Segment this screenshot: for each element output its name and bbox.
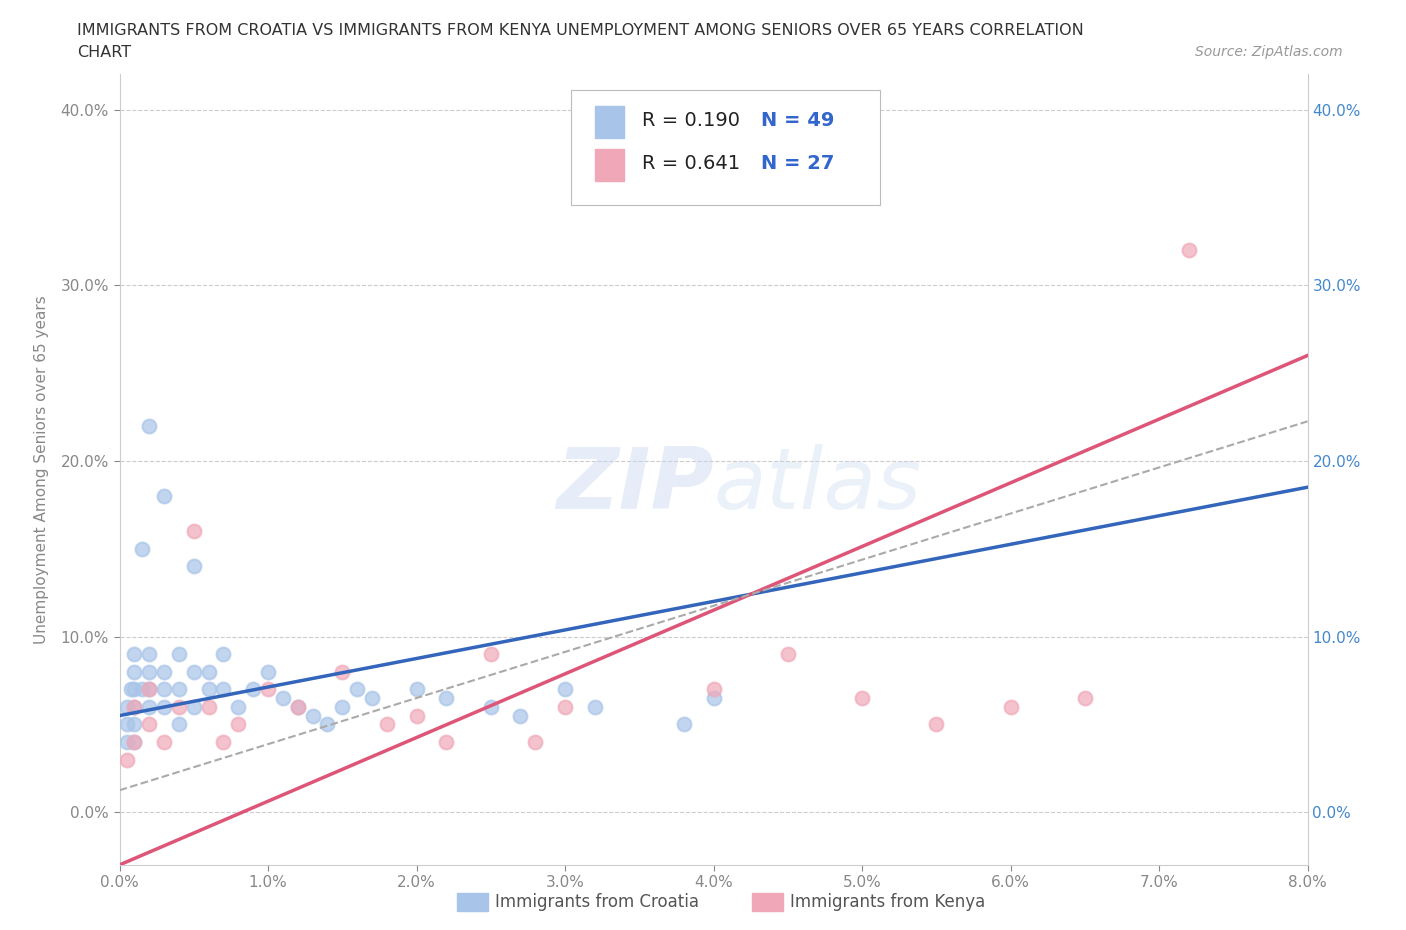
Point [167,646,190,661]
Text: N = 27: N = 27 [761,154,834,173]
Point [131,541,153,556]
Point [197,699,219,714]
Point [183,664,205,679]
Point [167,699,190,714]
Point [131,682,153,697]
Text: atlas: atlas [714,444,921,527]
Point [405,708,427,723]
Point [361,691,384,706]
FancyBboxPatch shape [571,90,880,205]
Text: N = 49: N = 49 [761,111,834,130]
Point [138,646,160,661]
Point [153,735,176,750]
Text: Immigrants from Croatia: Immigrants from Croatia [495,893,699,911]
Point [124,699,146,714]
Point [138,717,160,732]
Point [124,682,146,697]
Point [479,646,502,661]
Point [124,699,146,714]
Point [120,682,142,697]
Point [434,735,457,750]
Point [405,682,427,697]
Point [1000,699,1022,714]
Point [212,646,235,661]
Point [228,717,250,732]
Point [1074,691,1097,706]
Point [153,488,176,503]
Point [242,682,264,697]
FancyBboxPatch shape [595,150,624,181]
Text: R = 0.190: R = 0.190 [643,111,741,130]
Point [672,717,695,732]
Point [509,708,531,723]
Point [554,699,576,714]
Point [138,682,160,697]
Point [925,717,948,732]
Point [197,682,219,697]
Point [124,646,146,661]
Y-axis label: Unemployment Among Seniors over 65 years: Unemployment Among Seniors over 65 years [35,296,49,644]
Point [197,664,219,679]
Text: Immigrants from Kenya: Immigrants from Kenya [790,893,986,911]
Point [479,699,502,714]
Point [212,682,235,697]
Point [124,735,146,750]
Point [124,664,146,679]
Point [115,717,138,732]
Point [183,524,205,538]
Point [434,691,457,706]
Point [124,717,146,732]
Point [287,699,309,714]
Point [524,735,547,750]
Point [271,691,294,706]
Point [115,752,138,767]
Point [851,691,873,706]
Point [115,699,138,714]
Point [257,664,280,679]
FancyBboxPatch shape [595,106,624,138]
Point [115,735,138,750]
Text: Source: ZipAtlas.com: Source: ZipAtlas.com [1195,45,1343,59]
Point [183,699,205,714]
Point [167,682,190,697]
Text: R = 0.641: R = 0.641 [643,154,741,173]
Point [703,682,725,697]
Point [124,735,146,750]
Point [583,699,606,714]
Point [776,646,799,661]
Point [330,699,353,714]
Point [1178,243,1201,258]
Text: ZIP: ZIP [555,444,714,527]
Point [138,664,160,679]
Point [375,717,398,732]
Point [257,682,280,697]
Point [167,717,190,732]
Point [183,559,205,574]
Point [287,699,309,714]
Point [153,664,176,679]
Point [316,717,339,732]
Point [330,664,353,679]
Point [153,682,176,697]
Point [703,691,725,706]
Text: CHART: CHART [77,45,131,60]
Point [138,699,160,714]
Point [138,682,160,697]
Point [554,682,576,697]
Point [138,418,160,433]
Point [301,708,323,723]
Point [228,699,250,714]
Point [153,699,176,714]
Text: IMMIGRANTS FROM CROATIA VS IMMIGRANTS FROM KENYA UNEMPLOYMENT AMONG SENIORS OVER: IMMIGRANTS FROM CROATIA VS IMMIGRANTS FR… [77,23,1084,38]
Point [346,682,368,697]
Point [212,735,235,750]
